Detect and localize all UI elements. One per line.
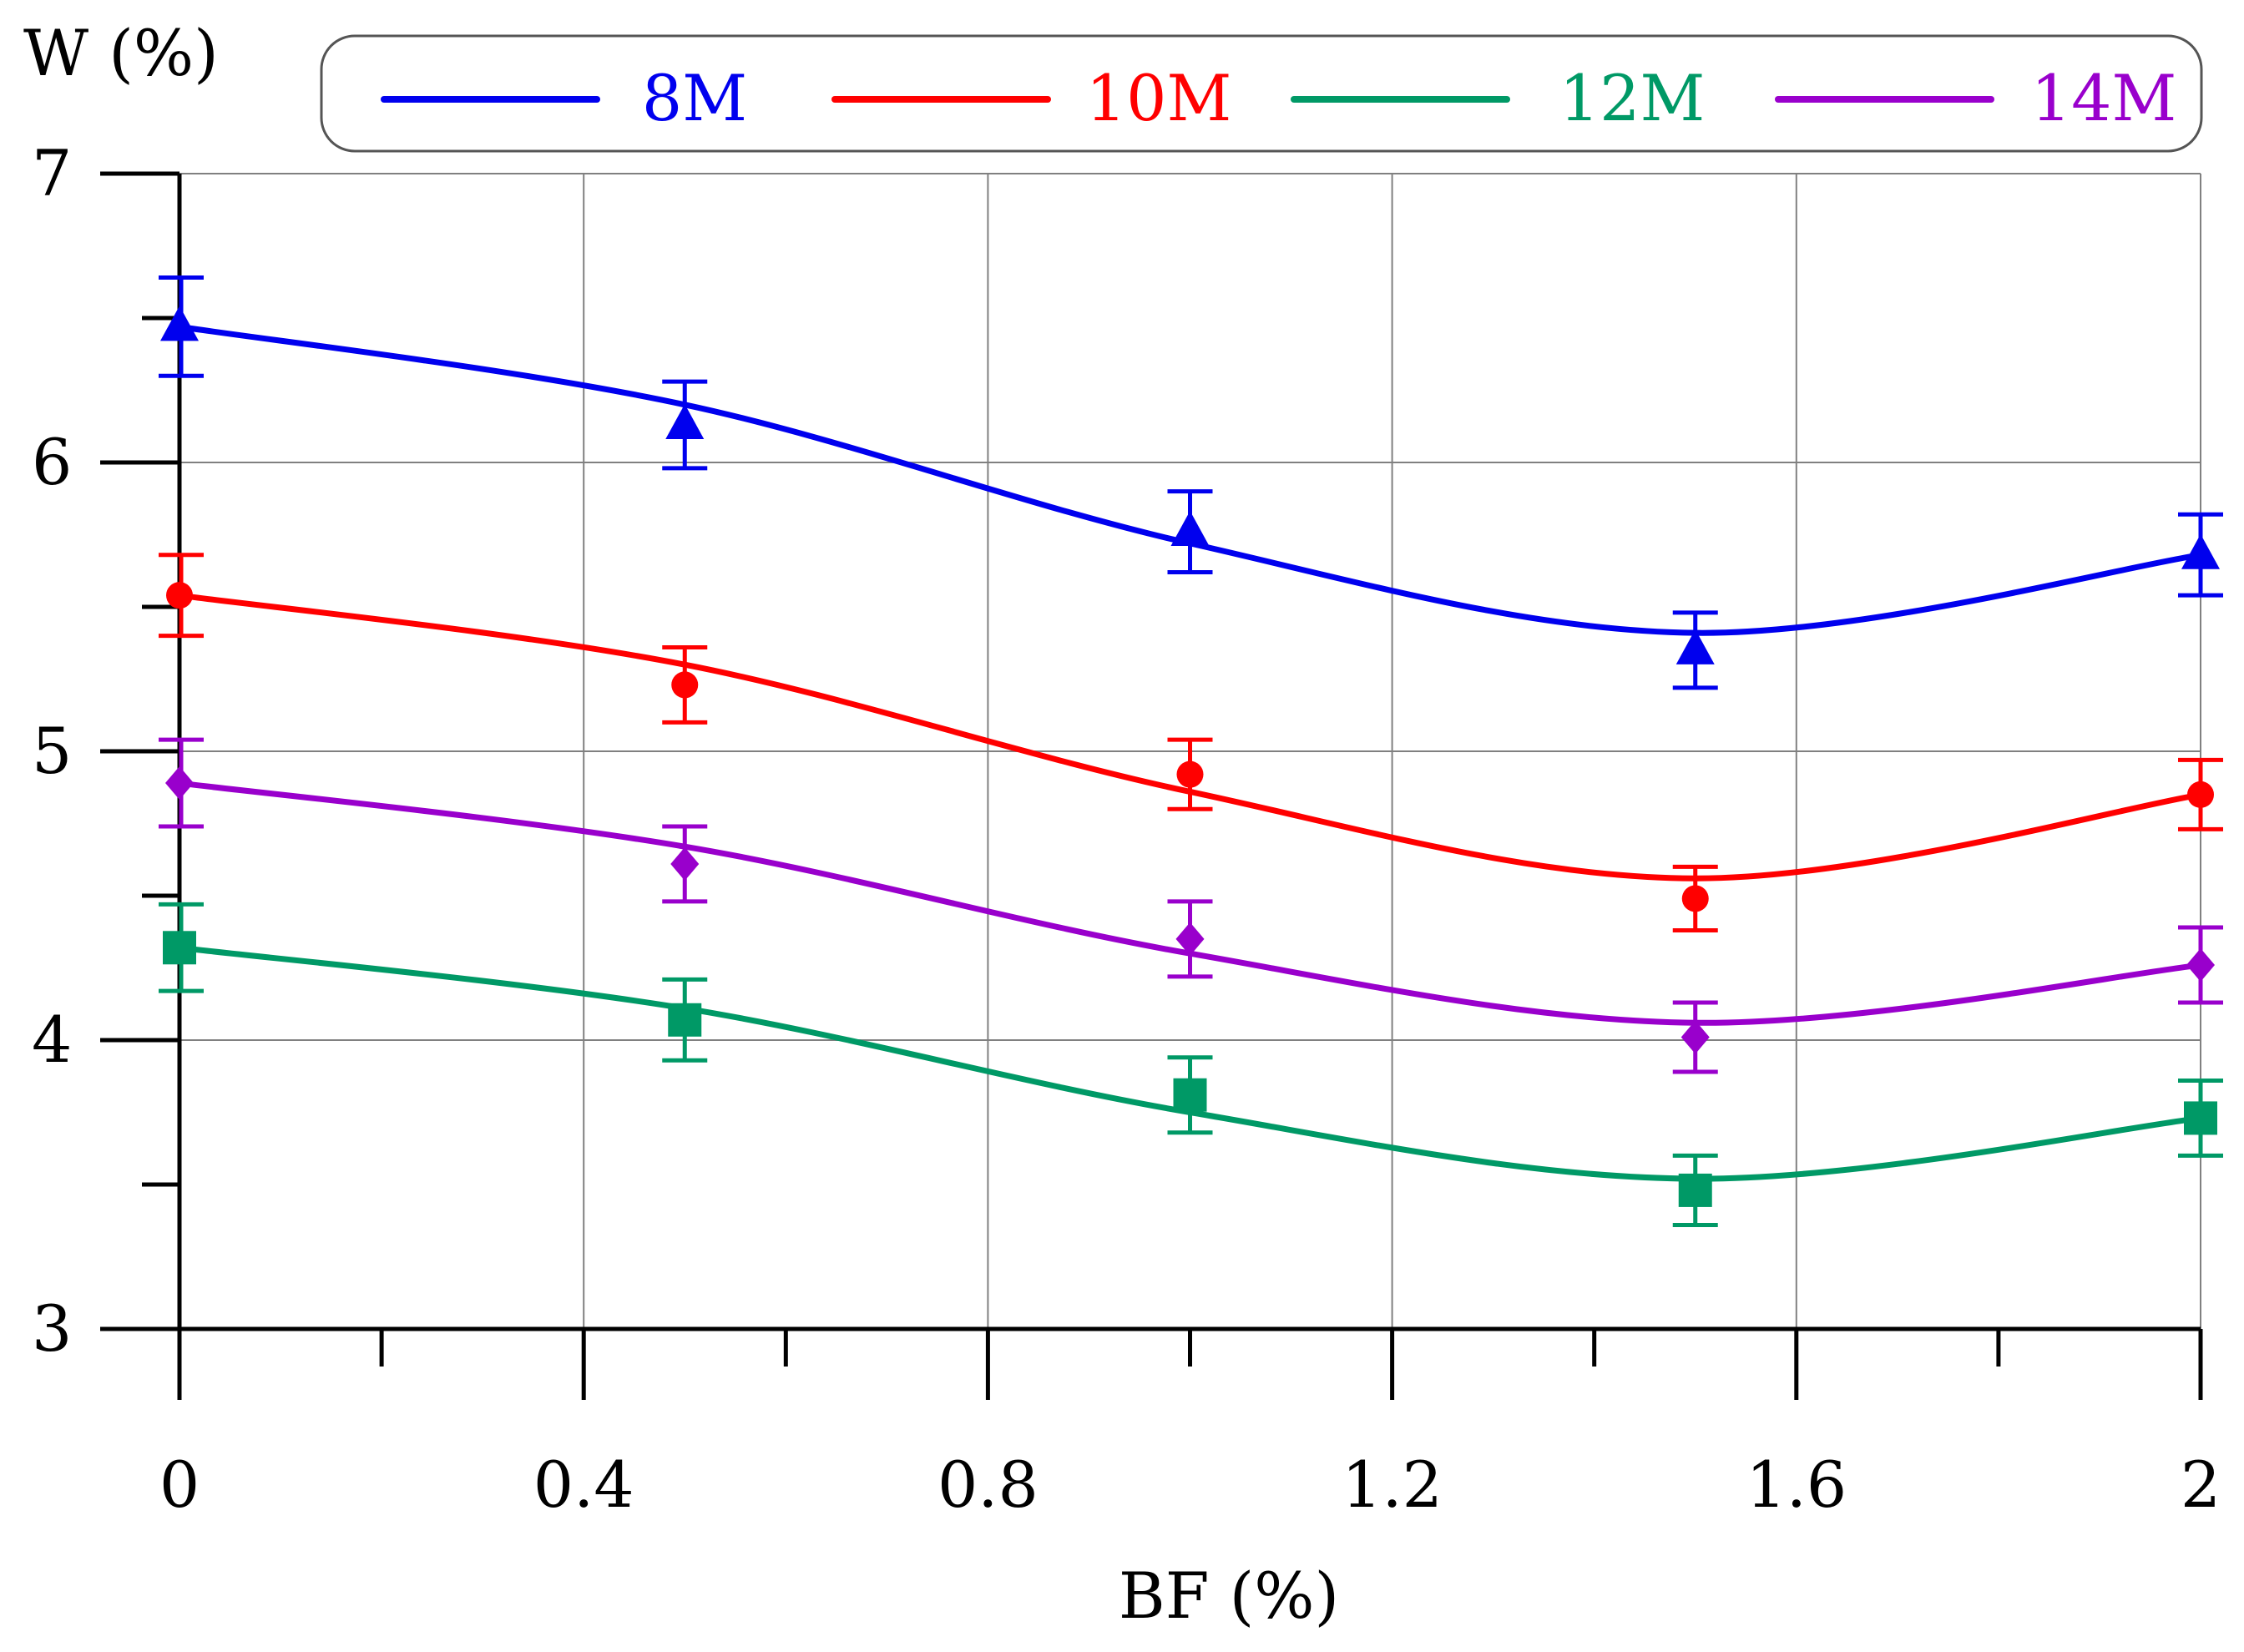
data-point [2181, 533, 2220, 569]
y-tick-label: 4 [32, 1003, 72, 1077]
data-point [1170, 511, 1210, 547]
legend-label: 10M [1086, 61, 1232, 135]
legend-item-14M: 14M [1775, 61, 2177, 135]
data-point [1173, 1078, 1207, 1112]
data-point [2184, 1101, 2217, 1135]
series-10M [159, 553, 2223, 933]
data-point [671, 671, 699, 699]
x-tick-label: 2 [2181, 1447, 2221, 1522]
ticks: 3 4 5 6 7 0 0.4 0.8 1.2 1.6 2 [32, 136, 2221, 1522]
y-tick-label: 3 [32, 1291, 72, 1366]
y-tick-label: 5 [32, 714, 72, 788]
legend: 8M 10M 12M 14M [320, 34, 2203, 153]
legend-label: 8M [642, 61, 747, 135]
series-8M [159, 275, 2223, 690]
data-point [1680, 1020, 1710, 1054]
y-tick-label: 7 [32, 136, 72, 210]
data-point [163, 931, 196, 965]
y-tick-label: 6 [32, 425, 72, 499]
legend-item-10M: 10M [831, 61, 1232, 135]
data-point [2186, 948, 2215, 983]
data-point [166, 582, 193, 609]
data-point [665, 404, 705, 440]
y-axis-label: W (%) [23, 16, 219, 90]
legend-label: 12M [1559, 61, 1706, 135]
x-tick-label: 1.6 [1746, 1447, 1847, 1522]
x-tick-label: 0.4 [533, 1447, 634, 1522]
series-14M [159, 737, 2223, 1074]
x-axis-label: BF (%) [1119, 1559, 1339, 1633]
data-point [1678, 1173, 1712, 1207]
data-point [2187, 781, 2214, 808]
legend-box [320, 34, 2203, 153]
data-point [1675, 629, 1715, 664]
x-tick-label: 1.2 [1342, 1447, 1443, 1522]
legend-item-12M: 12M [1291, 61, 1706, 135]
data-point [1175, 922, 1205, 956]
data-point [165, 766, 194, 801]
legend-item-8M: 8M [381, 61, 747, 135]
data-point [160, 306, 199, 341]
x-tick-label: 0.8 [938, 1447, 1039, 1522]
series-12M [159, 902, 2223, 1227]
legend-label: 14M [2031, 61, 2177, 135]
data-point [1681, 885, 1709, 912]
data-point [1176, 760, 1204, 788]
data-point [670, 846, 700, 881]
data-point [668, 1003, 702, 1037]
series-layer [159, 275, 2223, 1227]
x-tick-label: 0 [159, 1447, 200, 1522]
